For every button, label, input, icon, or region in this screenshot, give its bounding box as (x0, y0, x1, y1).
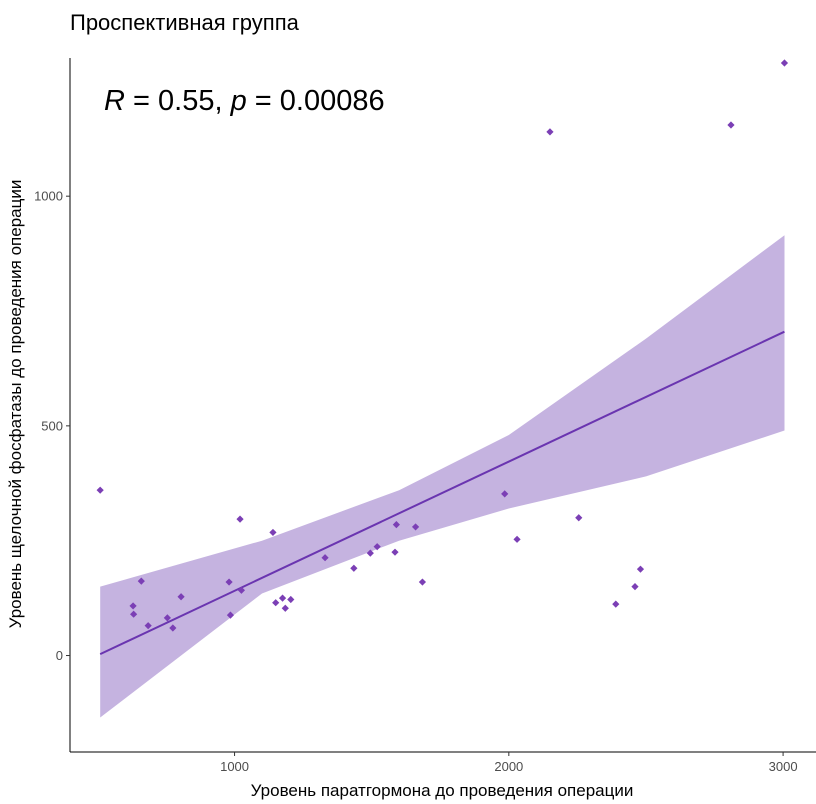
p-symbol: p (230, 85, 247, 117)
data-point (575, 514, 583, 522)
data-point (137, 577, 145, 585)
data-point (281, 604, 289, 612)
data-point (269, 528, 277, 537)
y-axis-ticks: 0 500 1000 (34, 189, 70, 663)
data-point (418, 578, 427, 586)
regression-line (99, 330, 785, 656)
p-value: = 0.00086 (247, 85, 385, 117)
data-point (272, 599, 280, 607)
data-point (631, 583, 639, 591)
data-point (612, 600, 620, 608)
data-point (130, 610, 138, 618)
data-point (163, 614, 171, 622)
x-tick-label: 3000 (769, 759, 798, 774)
data-point (373, 543, 381, 551)
data-point (780, 59, 789, 67)
data-point (350, 564, 358, 572)
data-point (226, 611, 235, 619)
data-point (636, 565, 645, 573)
y-tick-label: 500 (41, 418, 63, 433)
data-point (513, 535, 521, 543)
r-value: = 0.55, (125, 85, 231, 117)
data-point (411, 523, 420, 531)
data-point (366, 549, 374, 557)
x-axis-ticks: 1000 2000 3000 (220, 752, 798, 774)
data-point (236, 515, 244, 523)
y-tick-label: 1000 (34, 189, 63, 204)
data-point (278, 594, 287, 602)
r-symbol: R (104, 85, 125, 117)
data-point (501, 490, 509, 498)
data-point (546, 128, 554, 136)
chart-title: Проспективная группа (70, 10, 300, 35)
data-points (96, 59, 789, 632)
data-point (96, 486, 104, 494)
x-tick-label: 1000 (220, 759, 249, 774)
data-point (287, 595, 295, 604)
data-point (177, 593, 185, 601)
correlation-annotation: R = 0.55, p = 0.00086 (104, 85, 385, 117)
x-axis-title: Уровень паратгормона до проведения опера… (251, 781, 634, 800)
confidence-band (100, 235, 785, 718)
x-tick-label: 2000 (494, 759, 523, 774)
data-point (169, 624, 177, 632)
data-point (321, 554, 329, 562)
data-point (225, 578, 233, 586)
data-point (727, 121, 735, 129)
plot-area (96, 59, 789, 718)
data-point (129, 602, 137, 610)
y-tick-label: 0 (56, 648, 63, 663)
data-point (144, 622, 152, 630)
data-point (237, 586, 246, 594)
y-axis-title: Уровень щелочной фосфатазы до проведения… (6, 180, 25, 629)
data-point (391, 548, 399, 556)
data-point (392, 521, 400, 529)
